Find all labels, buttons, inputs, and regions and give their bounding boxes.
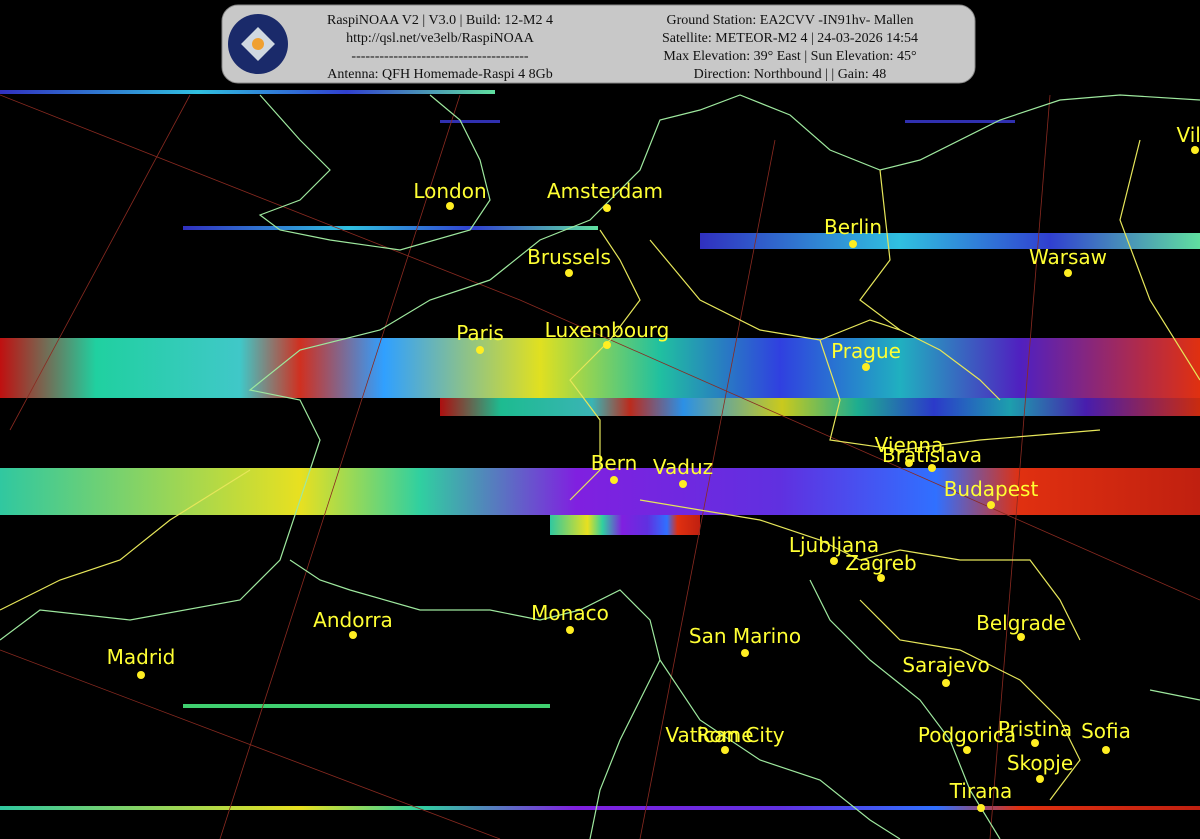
city-dot <box>349 631 357 639</box>
city-dot <box>1102 746 1110 754</box>
city-dot <box>942 679 950 687</box>
header-line: Direction: Northbound | | Gain: 48 <box>694 67 887 82</box>
image-stripes <box>0 90 1200 810</box>
city-label: Skopje <box>1007 751 1073 775</box>
city-label: Bratislava <box>882 443 982 467</box>
city-label: Brussels <box>527 245 611 269</box>
city-labels: London Amsterdam Brussels Paris Luxembourg Be… <box>107 123 1200 812</box>
city-label: Tirana <box>949 779 1013 803</box>
city-dot <box>928 464 936 472</box>
city-dot <box>849 240 857 248</box>
header-line: -------------------------------------- <box>351 49 528 64</box>
city-label: Prague <box>831 339 901 363</box>
city-dot <box>905 459 913 467</box>
borders <box>0 139 1200 801</box>
city-dot <box>1017 633 1025 641</box>
city-label: Luxembourg <box>545 318 670 342</box>
city-label: Vatican City <box>665 723 784 747</box>
city-label: Bern <box>591 451 638 475</box>
city-label: Berlin <box>824 215 882 239</box>
city-label: Ljubljana <box>789 533 879 557</box>
city-label: Belgrade <box>976 611 1066 635</box>
city-dot <box>603 204 611 212</box>
city-dot <box>1191 146 1199 154</box>
city-label: Warsaw <box>1029 245 1107 269</box>
city-dot <box>679 480 687 488</box>
city-dot <box>741 649 749 657</box>
header-line: RaspiNOAA V2 | V3.0 | Build: 12-M2 4 <box>327 13 553 28</box>
city-label: Amsterdam <box>547 179 663 203</box>
city-label: Vaduz <box>653 455 713 479</box>
city-dot <box>987 501 995 509</box>
graticule <box>0 94 1200 839</box>
header-line: Antenna: QFH Homemade-Raspi 4 8Gb <box>327 67 553 82</box>
city-label: San Marino <box>689 624 801 648</box>
header-text: RaspiNOAA V2 | V3.0 | Build: 12-M2 4 http… <box>327 13 918 82</box>
city-dot <box>1031 739 1039 747</box>
city-dot <box>565 269 573 277</box>
city-dot <box>977 804 985 812</box>
city-dot <box>566 626 574 634</box>
city-dot <box>877 574 885 582</box>
city-dot <box>476 346 484 354</box>
city-label: Paris <box>456 321 504 345</box>
city-dot <box>1064 269 1072 277</box>
city-label: Rome <box>696 723 753 747</box>
city-label: Andorra <box>313 608 393 632</box>
city-label: Podgorica <box>918 723 1016 747</box>
city-label: Zagreb <box>845 551 916 575</box>
city-label: Viln <box>1176 123 1200 147</box>
header-line: Satellite: METEOR-M2 4 | 24-03-2026 14:5… <box>662 31 918 46</box>
city-label: Sarajevo <box>902 653 989 677</box>
header-line: Max Elevation: 39° East | Sun Elevation:… <box>663 49 916 64</box>
city-dot <box>137 671 145 679</box>
city-label: Vienna <box>875 433 944 457</box>
city-label: Sofia <box>1081 719 1131 743</box>
city-dot <box>721 746 729 754</box>
header-line: Ground Station: EA2CVV -IN91hv- Mallen <box>666 13 913 28</box>
city-label: Madrid <box>107 645 176 669</box>
city-dot <box>603 341 611 349</box>
city-dot <box>862 363 870 371</box>
header-box <box>221 4 976 84</box>
city-dot <box>446 202 454 210</box>
city-label: London <box>413 179 486 203</box>
city-dot <box>610 476 618 484</box>
city-label: Monaco <box>531 601 609 625</box>
city-dot <box>963 746 971 754</box>
header-line: http://qsl.net/ve3elb/RaspiNOAA <box>346 31 535 46</box>
city-dot <box>1036 775 1044 783</box>
city-label: Budapest <box>944 477 1039 501</box>
city-label: Pristina <box>998 717 1072 741</box>
city-dot <box>830 557 838 565</box>
coastlines <box>0 94 1200 839</box>
